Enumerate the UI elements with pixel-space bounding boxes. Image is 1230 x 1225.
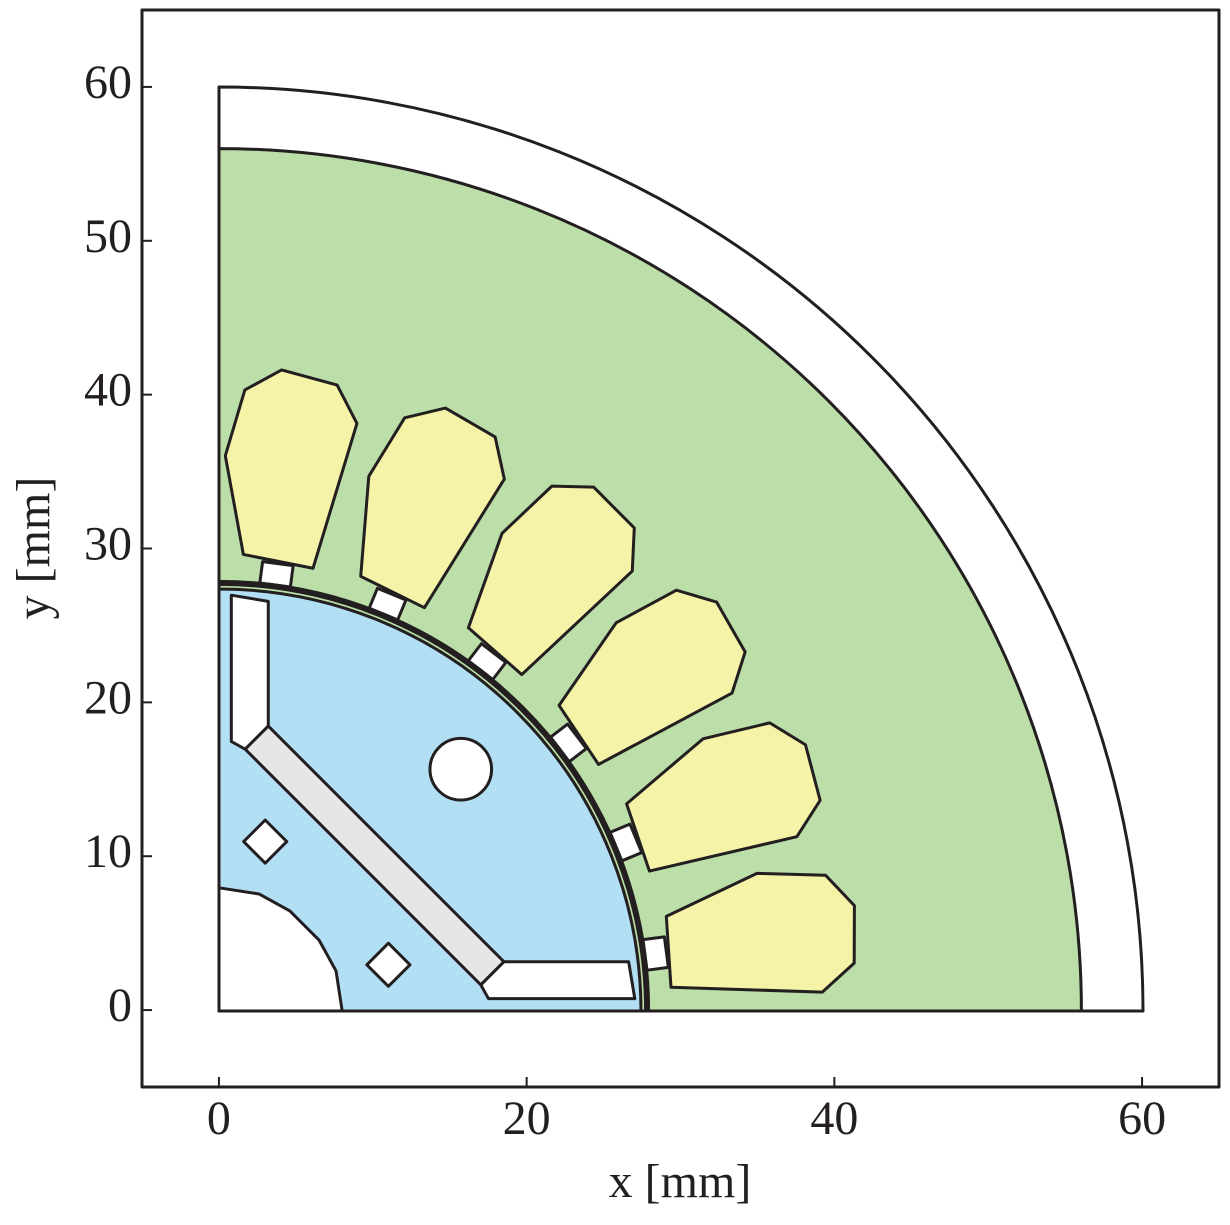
rotor [219,589,641,1011]
slot-winding [330,391,520,617]
y-axis-label: y [mm] [7,477,60,620]
slot-winding [212,364,362,571]
magnet [231,595,268,749]
y-tick-label: 60 [84,56,132,109]
slot [636,861,865,1014]
magnet [245,726,504,985]
motor-geometry [209,87,1143,1014]
y-tick-label: 20 [84,671,132,724]
slot-winding [611,703,837,893]
x-tick-label: 20 [503,1092,551,1145]
magnet [481,962,635,999]
slot-winding [441,460,658,690]
hole [367,943,410,986]
hole [244,820,287,863]
y-tick-label: 30 [84,518,132,571]
slot [209,364,362,593]
y-tick-label: 10 [84,825,132,878]
x-tick-label: 60 [1118,1092,1166,1145]
slot-winding [658,861,865,1011]
x-tick-label: 40 [810,1092,858,1145]
y-tick-label: 50 [84,210,132,263]
hole [430,738,492,800]
y-tick-label: 0 [108,979,132,1032]
x-axis-label: x [mm] [609,1155,752,1208]
y-tick-label: 40 [84,364,132,417]
x-tick-label: 0 [207,1092,231,1145]
shaft [219,888,342,1011]
air-gap [219,583,647,1011]
slot-winding [537,567,767,784]
